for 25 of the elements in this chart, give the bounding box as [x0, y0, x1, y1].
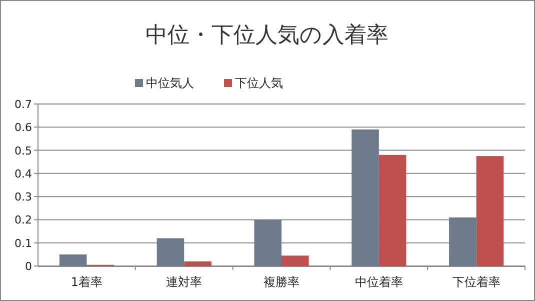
y-tick-label: 0.5 [14, 144, 32, 158]
y-tick-label: 0.2 [14, 214, 32, 227]
y-tick-label: 0.3 [14, 190, 32, 204]
bar [476, 156, 504, 266]
y-tick-label: 0.4 [14, 167, 32, 180]
y-tick-label: 0.6 [14, 121, 32, 134]
bar [352, 129, 379, 266]
y-tick-label: 0 [25, 260, 32, 273]
bar [59, 254, 87, 266]
bar [378, 154, 406, 266]
bar [156, 238, 184, 266]
y-tick-label: 0.1 [14, 236, 32, 250]
x-tick-label: 中位着率 [354, 275, 403, 289]
bar [282, 256, 309, 266]
x-tick-label: 連対率 [166, 275, 202, 289]
legend-label: 下位人気 [235, 76, 283, 90]
x-tick-label: 1着率 [70, 275, 103, 289]
chart-title: 中位・下位人気の入着率 [146, 23, 388, 48]
x-tick-label: 下位着率 [452, 275, 500, 289]
y-tick-label: 0.7 [14, 98, 32, 111]
bar [184, 261, 212, 266]
bar [254, 220, 282, 266]
x-tick-label: 複勝率 [264, 275, 300, 289]
bar [449, 217, 476, 266]
legend-label: 中位気人 [146, 76, 194, 90]
